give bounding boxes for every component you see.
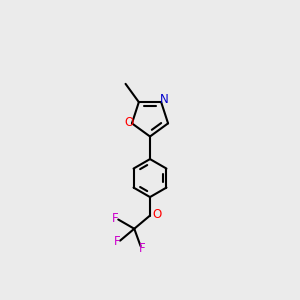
Text: F: F xyxy=(112,212,118,225)
Text: F: F xyxy=(139,242,145,255)
Text: O: O xyxy=(124,116,133,128)
Text: N: N xyxy=(160,94,168,106)
Text: F: F xyxy=(114,236,120,248)
Text: O: O xyxy=(152,208,161,221)
